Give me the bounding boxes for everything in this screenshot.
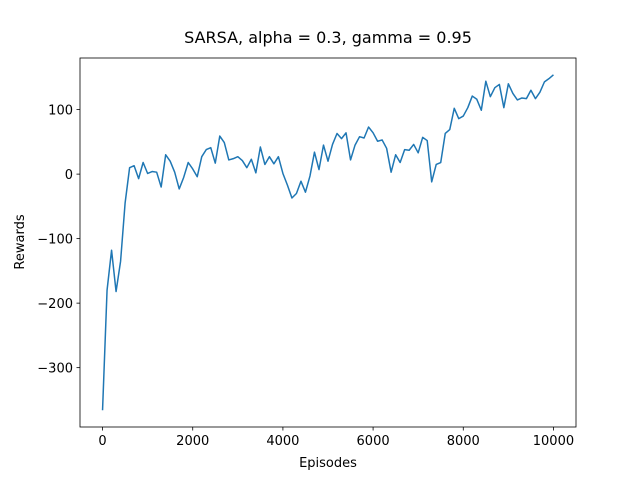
x-tick-label: 2000 [176, 434, 209, 449]
y-tick-label: 100 [48, 104, 73, 119]
y-tick-label: −100 [37, 233, 73, 248]
y-tick-label: 0 [65, 168, 73, 183]
x-tick-label: 10000 [533, 434, 574, 449]
x-tick-label: 8000 [447, 434, 480, 449]
x-tick-label: 6000 [357, 434, 390, 449]
line-series [101, 74, 554, 411]
plot-frame [79, 57, 577, 428]
y-tick-label: −300 [37, 362, 73, 377]
chart-title: SARSA, alpha = 0.3, gamma = 0.95 [184, 28, 472, 47]
x-axis-label: Episodes [299, 456, 357, 471]
y-axis-label: Rewards [13, 214, 28, 269]
x-tick-label: 0 [98, 434, 106, 449]
y-tick-label: −200 [37, 297, 73, 312]
x-tick-label: 4000 [266, 434, 299, 449]
